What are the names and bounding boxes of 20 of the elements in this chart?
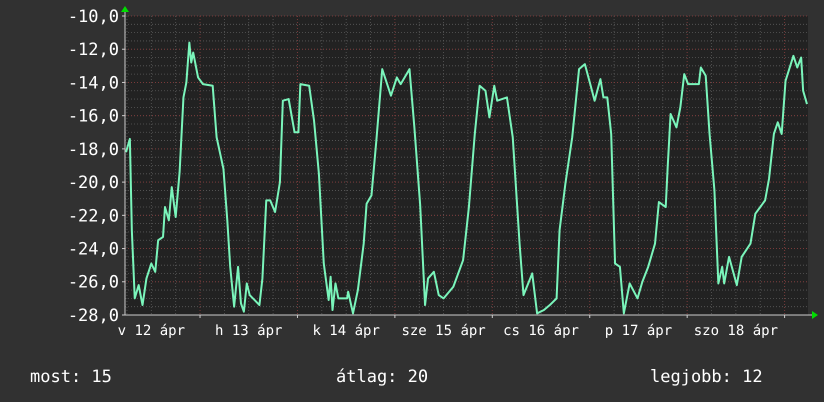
y-tick-label: -14,0 [68, 73, 119, 94]
y-tick-label: -28,0 [68, 306, 119, 326]
y-tick-label: -26,0 [68, 272, 119, 293]
y-tick-label: -20,0 [68, 173, 119, 194]
x-tick-label: k 14 ápr [312, 323, 380, 339]
y-tick-label: -18,0 [68, 140, 119, 160]
x-tick-label: h 13 ápr [215, 323, 282, 339]
x-tick-label: v 12 ápr [118, 323, 186, 339]
text: átlag: 20 [336, 367, 428, 387]
y-tick-label: -22,0 [68, 206, 119, 226]
x-tick-label: szo 18 ápr [694, 323, 778, 339]
x-tick-label: sze 15 ápr [401, 323, 486, 339]
x-tick-label: p 17 ápr [604, 323, 672, 339]
y-tick-label: -24,0 [68, 240, 119, 260]
y-tick-label: -16,0 [68, 106, 119, 127]
x-tick-label: cs 16 ápr [503, 323, 579, 339]
text: legjobb: 12 [650, 367, 763, 387]
text: most: 15 [30, 367, 112, 387]
y-tick-label: -10,0 [68, 6, 119, 27]
y-tick-label: -12,0 [68, 40, 119, 60]
